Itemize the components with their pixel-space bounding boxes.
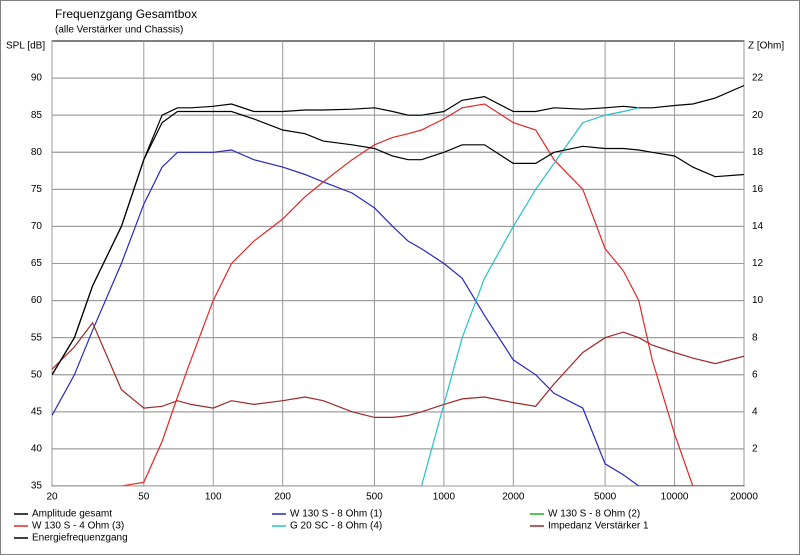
y-tick-label: 65 [31, 258, 43, 269]
y-tick-label: 55 [31, 332, 43, 343]
y-axis-label: SPL [dB] [6, 41, 45, 52]
x-tick-label: 20000 [730, 492, 758, 503]
legend-label: Impedanz Verstärker 1 [548, 521, 649, 532]
y2-tick-label: 20 [752, 110, 764, 121]
y-tick-label: 35 [31, 481, 43, 492]
y-tick-label: 85 [31, 110, 43, 121]
x-tick-label: 500 [366, 492, 383, 503]
series-line [52, 103, 744, 486]
legend-label: G 20 SC - 8 Ohm (4) [290, 521, 382, 532]
legend-label: W 130 S - 8 Ohm (1) [290, 509, 382, 520]
x-tick-label: 5000 [594, 492, 617, 503]
y2-tick-label: 12 [752, 258, 764, 269]
y-tick-label: 40 [31, 444, 43, 455]
legend-label: Energiefrequenzgang [32, 533, 128, 544]
y-tick-label: 90 [31, 73, 43, 84]
series-line [52, 149, 744, 486]
x-tick-label: 20 [46, 492, 58, 503]
y-tick-label: 80 [31, 147, 43, 158]
chart-title: Frequenzgang Gesamtbox [55, 7, 197, 21]
y-tick-label: 60 [31, 295, 43, 306]
y-tick-label: 45 [31, 406, 43, 417]
chart-subtitle: (alle Verstärker und Chassis) [55, 25, 183, 36]
y2-tick-label: 18 [752, 147, 764, 158]
y-tick-label: 75 [31, 184, 43, 195]
y-tick-label: 50 [31, 369, 43, 380]
x-tick-label: 100 [205, 492, 222, 503]
plot-lines [52, 84, 744, 486]
y2-tick-label: 2 [752, 444, 758, 455]
y2-tick-label: 16 [752, 184, 764, 195]
legend-label: W 130 S - 4 Ohm (3) [32, 521, 124, 532]
y2-axis-label: Z [Ohm] [748, 41, 784, 52]
series-line [52, 107, 639, 486]
x-tick-label: 10000 [661, 492, 689, 503]
x-tick-label: 50 [138, 492, 150, 503]
legend-label: Amplitude gesamt [32, 509, 112, 520]
series-line [52, 321, 744, 418]
y2-tick-label: 4 [752, 406, 758, 417]
x-tick-label: 1000 [433, 492, 456, 503]
series-line [52, 84, 744, 376]
x-tick-label: 2000 [502, 492, 525, 503]
y2-tick-label: 10 [752, 295, 764, 306]
y2-tick-label: 22 [752, 73, 764, 84]
y2-tick-label: 8 [752, 332, 758, 343]
y2-tick-label: 6 [752, 369, 758, 380]
x-tick-label: 200 [274, 492, 291, 503]
y2-tick-label: 14 [752, 221, 764, 232]
legend-label: W 130 S - 8 Ohm (2) [548, 509, 640, 520]
series-line [52, 110, 744, 376]
y-tick-label: 70 [31, 221, 43, 232]
